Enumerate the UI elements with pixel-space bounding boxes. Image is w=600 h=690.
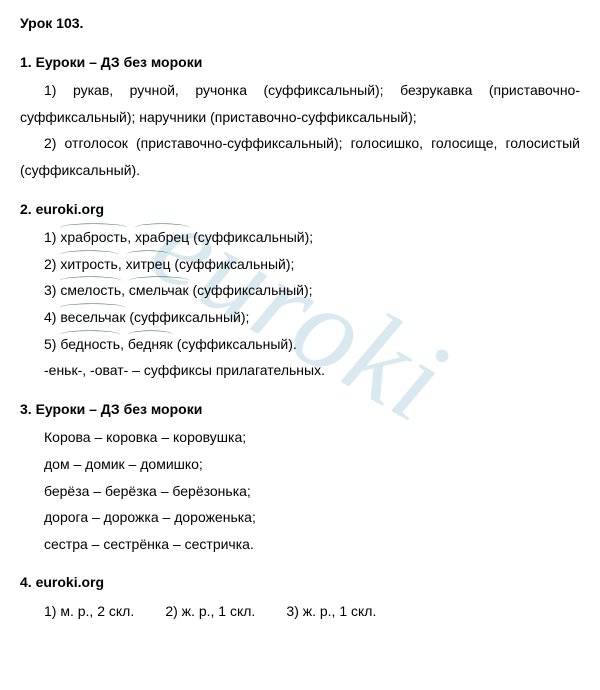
section1-heading: 1. Еуроки – ДЗ без мороки bbox=[20, 49, 580, 76]
item-tail: (суффиксальный); bbox=[189, 229, 313, 245]
document-content: Урок 103. 1. Еуроки – ДЗ без мороки 1) р… bbox=[20, 10, 580, 624]
item-tail: (суффиксальный); bbox=[189, 282, 313, 298]
section2-item-3: 3) смелость, смельчак (суффиксальный); bbox=[20, 277, 580, 304]
section2-item-4: 4) весельчак (суффиксальный); bbox=[20, 304, 580, 331]
section4-line: 1) м. р., 2 скл. 2) ж. р., 1 скл. 3) ж. … bbox=[20, 598, 580, 625]
item-tail: (суффиксальный); bbox=[170, 256, 294, 272]
marked-word: смелость bbox=[60, 277, 121, 304]
marked-word: хитрость bbox=[60, 251, 118, 278]
item-num: 3) bbox=[44, 282, 60, 298]
section3-line-4: дорога – дорожка – дороженька; bbox=[20, 504, 580, 531]
marked-word: храбрец bbox=[135, 224, 189, 251]
marked-word: хитрец bbox=[126, 251, 171, 278]
section3-line-5: сестра – сестрёнка – сестричка. bbox=[20, 531, 580, 558]
section3-line-2: дом – домик – домишко; bbox=[20, 451, 580, 478]
section3-line-1: Корова – коровка – коровушка; bbox=[20, 424, 580, 451]
item-num: 1) bbox=[44, 229, 60, 245]
marked-word: храбрость bbox=[60, 224, 127, 251]
section2-heading: 2. euroki.org bbox=[20, 196, 580, 223]
item-num: 4) bbox=[44, 309, 60, 325]
section3-line-3: берёза – берёзка – берёзонька; bbox=[20, 478, 580, 505]
item-sep: , bbox=[118, 256, 126, 272]
item-sep: , bbox=[120, 336, 128, 352]
section4-heading: 4. euroki.org bbox=[20, 569, 580, 596]
item-num: 5) bbox=[44, 336, 60, 352]
item-num: 2) bbox=[44, 256, 60, 272]
section2-item-5: 5) бедность, бедняк (суффиксальный). bbox=[20, 331, 580, 358]
section1-line2: 2) отголосок (приставочно-суффиксальный)… bbox=[20, 130, 580, 183]
item-sep: , bbox=[127, 229, 135, 245]
marked-word: бедняк bbox=[128, 331, 173, 358]
marked-word: смельчак bbox=[129, 277, 189, 304]
section3-heading: 3. Еуроки – ДЗ без мороки bbox=[20, 396, 580, 423]
marked-word: весельчак bbox=[60, 304, 125, 331]
section2-item-1: 1) храбрость, храбрец (суффиксальный); bbox=[20, 224, 580, 251]
section2-note: -еньк-, -оват- – суффиксы прилагательных… bbox=[20, 357, 580, 384]
section1-line1: 1) рукав, ручной, ручонка (суффиксальный… bbox=[20, 77, 580, 130]
lesson-title: Урок 103. bbox=[20, 10, 580, 37]
item-tail: (суффиксальный); bbox=[125, 309, 249, 325]
item-tail: (суффиксальный). bbox=[173, 336, 297, 352]
item-sep: , bbox=[121, 282, 129, 298]
section2-item-2: 2) хитрость, хитрец (суффиксальный); bbox=[20, 251, 580, 278]
marked-word: бедность bbox=[60, 331, 120, 358]
